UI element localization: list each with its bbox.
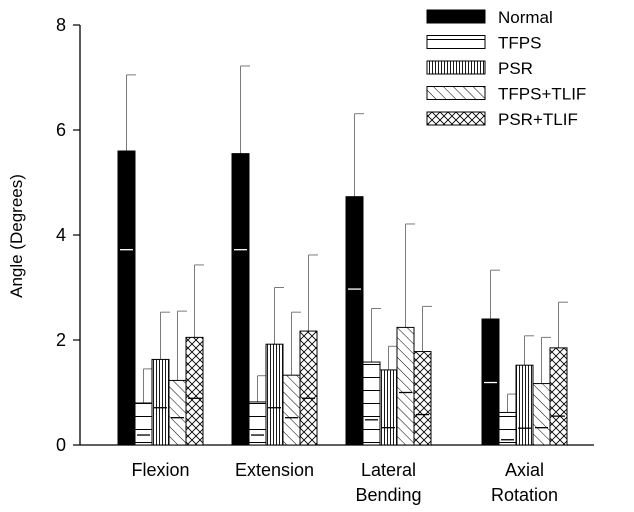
- legend-label: PSR+TLIF: [498, 110, 578, 129]
- bar-tfps-tlif: [168, 379, 187, 446]
- category-label: Flexion: [131, 460, 189, 480]
- bar-psr: [151, 358, 170, 446]
- bar-psr-tlif: [549, 347, 568, 446]
- axes: 0 2 4 6 8: [56, 15, 594, 455]
- bars-group: [117, 65, 568, 446]
- bar-tfps: [362, 361, 381, 446]
- legend-swatch: [426, 86, 486, 100]
- category-labels: Flexion Extension Lateral Bending Axial Rotat…: [131, 460, 558, 505]
- bar-normal: [231, 153, 250, 446]
- bar-psr: [265, 343, 284, 446]
- legend-swatch: [426, 111, 486, 126]
- bar-tfps: [248, 401, 267, 446]
- legend-label: TFPS: [498, 34, 541, 53]
- bar-tfps-tlif: [282, 374, 301, 446]
- bar-normal: [345, 196, 364, 446]
- legend-swatch: [426, 60, 486, 75]
- legend-label: PSR: [498, 59, 533, 78]
- category-label: Extension: [235, 460, 314, 480]
- legend-swatch: [426, 35, 486, 49]
- category-label: Rotation: [491, 485, 558, 505]
- y-axis-label: Angle (Degrees): [7, 174, 26, 298]
- y-tick-label: 0: [56, 435, 66, 455]
- bar-tfps-tlif: [396, 326, 415, 446]
- legend: Normal TFPS PSR TFPS+TLIF PSR+TLIF: [426, 8, 586, 129]
- legend-label: TFPS+TLIF: [498, 85, 586, 104]
- bar-psr-tlif: [299, 330, 318, 446]
- category-label: Bending: [355, 485, 421, 505]
- y-tick-label: 8: [56, 15, 66, 35]
- bar-psr: [515, 364, 534, 446]
- y-tick-label: 4: [56, 225, 66, 245]
- bar-normal: [117, 150, 136, 446]
- legend-label: Normal: [498, 8, 553, 27]
- legend-swatch: [426, 9, 486, 24]
- y-tick-label: 6: [56, 120, 66, 140]
- bar-psr-tlif: [185, 336, 204, 446]
- category-label: Axial: [505, 460, 544, 480]
- category-label: Lateral: [361, 460, 416, 480]
- bar-psr-tlif: [413, 351, 432, 446]
- y-tick-label: 2: [56, 330, 66, 350]
- bar-tfps: [134, 402, 153, 446]
- bar-tfps-tlif: [532, 383, 551, 446]
- bar-psr: [379, 369, 398, 446]
